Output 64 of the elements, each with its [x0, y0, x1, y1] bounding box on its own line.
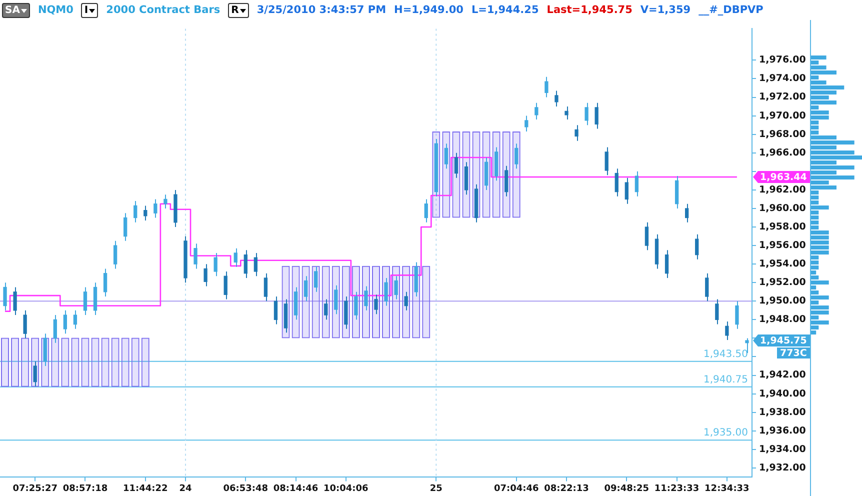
y-tick-label: 1,952.00 — [759, 277, 806, 288]
y-tick-label: 1,968.00 — [759, 128, 806, 140]
x-tick-label: 10:04:06 — [324, 484, 368, 494]
y-tick-label: 1,940.00 — [759, 388, 806, 400]
x-tick-label: 07:25:27 — [12, 484, 58, 494]
y-tick-label: 1,954.00 — [759, 258, 806, 270]
y-tick-label: 1,956.00 — [759, 240, 806, 252]
y-tick-label: 1,958.00 — [759, 221, 806, 232]
text: 1,963.44 — [760, 172, 808, 183]
bar — [51, 338, 60, 387]
text: 1,945.75 — [760, 335, 807, 346]
y-tick-label: 1,976.00 — [759, 54, 806, 66]
bar — [11, 338, 20, 387]
y-tick-label: 1,962.00 — [759, 184, 806, 196]
menu-button: SA — [2, 2, 30, 18]
text: 3/25/2010 3:43:57 PM — [256, 4, 386, 16]
bar — [1, 338, 10, 387]
y-tick-label: 1,936.00 — [759, 425, 806, 436]
bar — [121, 338, 130, 387]
bar — [91, 338, 100, 387]
x-tick-label: 25 — [430, 484, 442, 494]
x-tick-label: 08:14:46 — [273, 484, 318, 494]
y-tick-label: 1,960.00 — [759, 202, 806, 214]
y-tick-label: 1,934.00 — [759, 444, 806, 455]
text: 773C — [780, 348, 807, 359]
y-tick-label: 1,938.00 — [759, 406, 806, 418]
ref-line-label: 1,943.50 — [703, 348, 748, 360]
text: __#_DBPVP — [698, 4, 764, 16]
bar — [81, 338, 90, 387]
bar — [422, 266, 430, 338]
y-tick-label: 1,942.00 — [759, 370, 806, 381]
x-tick-label: 08:57:18 — [62, 484, 108, 494]
bar — [71, 338, 80, 387]
text: L=1,944.25 — [471, 4, 539, 16]
x-tick-label: 11:23:33 — [654, 484, 700, 494]
y-tick-label: 1,950.00 — [759, 296, 806, 307]
x-tick-label: 24 — [179, 484, 192, 494]
y-tick-label: 1,972.00 — [759, 92, 806, 103]
x-tick-label: 08:22:13 — [544, 484, 589, 494]
y-tick-label: 1,974.00 — [759, 73, 806, 84]
text: H=1,949.00 — [394, 4, 464, 16]
x-tick-label: 11:44:22 — [122, 484, 168, 494]
y-tick-label: 1,966.00 — [759, 147, 806, 158]
x-tick-label: 06:53:48 — [223, 484, 268, 494]
y-tick-label: 1,948.00 — [759, 314, 806, 326]
y-tick-label: 1,970.00 — [759, 110, 806, 122]
menu-button: I — [81, 2, 98, 18]
bar — [131, 338, 140, 387]
ref-line-label: 1,935.00 — [703, 428, 748, 439]
x-tick-label: 09:48:25 — [604, 484, 650, 494]
bar — [21, 338, 30, 387]
x-tick-label: 07:04:46 — [494, 484, 539, 494]
y-tick-label: 1,932.00 — [759, 462, 806, 474]
chart-subtitle: 2000 Contract Bars — [106, 4, 220, 16]
ref-line-label: 1,940.75 — [703, 374, 748, 386]
bar — [61, 338, 70, 387]
bar — [101, 338, 110, 387]
x-tick-label: 12:34:33 — [704, 484, 750, 494]
text: Last=1,945.75 — [546, 4, 632, 16]
bar — [141, 338, 150, 387]
bar — [111, 338, 120, 387]
text: V=1,359 — [640, 4, 691, 16]
menu-button: R — [228, 2, 249, 18]
chart-title: NQM0 — [38, 4, 74, 16]
